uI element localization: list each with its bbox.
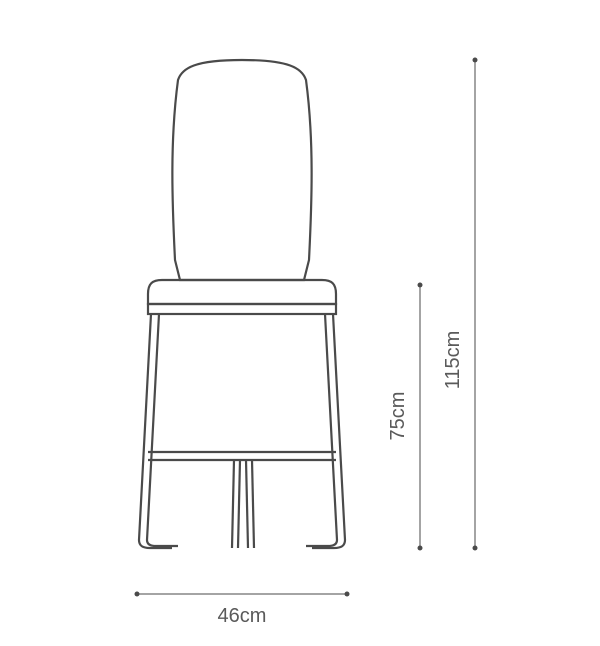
dim-width-label: 46cm bbox=[218, 605, 267, 627]
seat-frame-bar bbox=[148, 304, 336, 314]
stool-dimension-diagram: 46cm 75cm 115cm bbox=[0, 0, 600, 646]
leg-right-outer bbox=[312, 314, 345, 548]
chair-backrest bbox=[172, 60, 311, 280]
center-leg-b bbox=[238, 460, 240, 548]
dim-total-height-label: 115cm bbox=[442, 331, 464, 390]
leg-left-inner bbox=[147, 314, 178, 546]
center-leg-c bbox=[246, 460, 248, 548]
center-leg-d bbox=[252, 460, 254, 548]
chair-seat bbox=[148, 280, 336, 304]
leg-left-outer bbox=[139, 314, 172, 548]
leg-right-inner bbox=[306, 314, 337, 546]
center-leg-a bbox=[232, 460, 234, 548]
dim-seat-height-label: 75cm bbox=[387, 392, 409, 441]
dim-total-height: 115cm bbox=[442, 58, 478, 551]
dim-seat-height: 75cm bbox=[387, 283, 423, 551]
dim-width: 46cm bbox=[135, 592, 350, 628]
